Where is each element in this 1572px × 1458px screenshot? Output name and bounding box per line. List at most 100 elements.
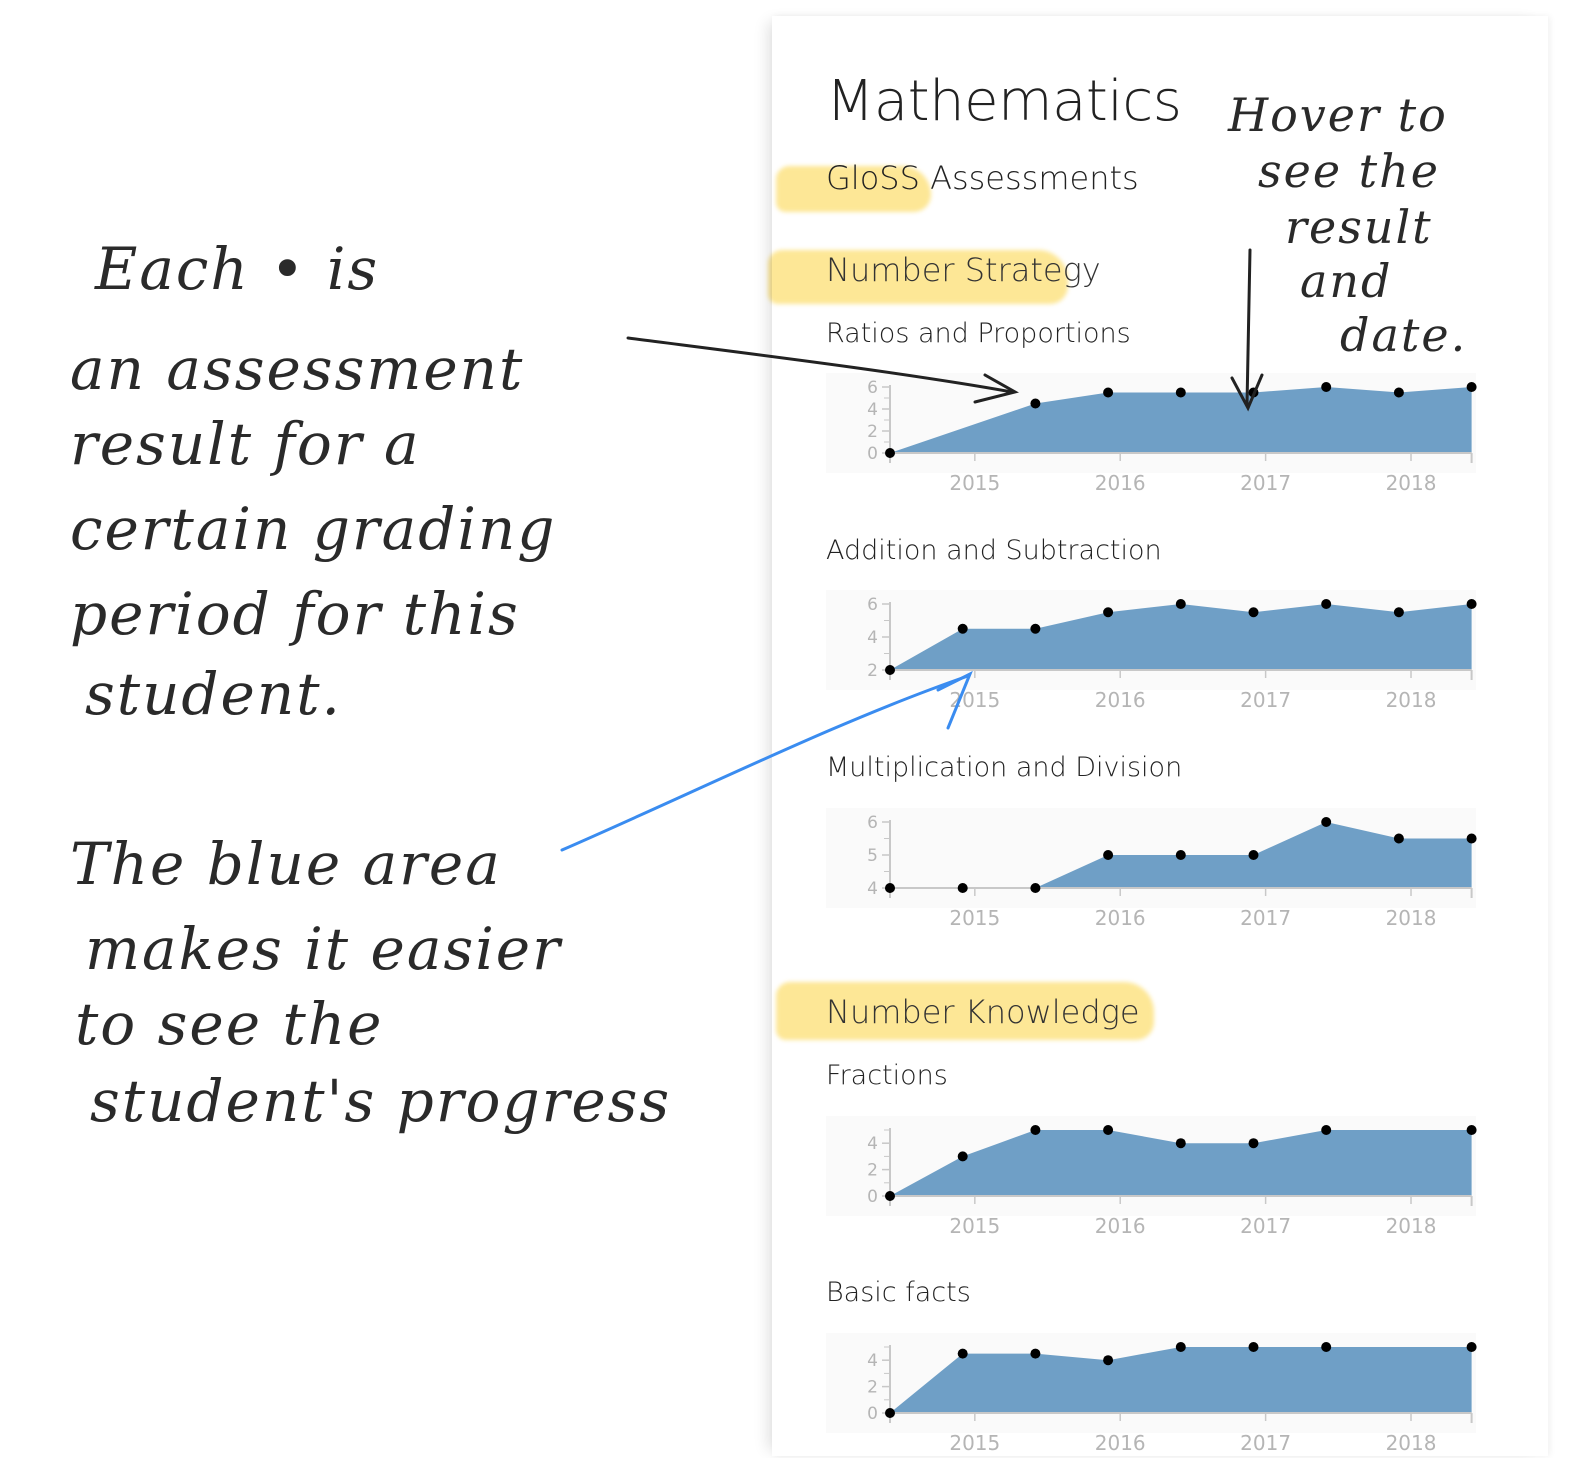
x-tick-label: 2015	[949, 906, 1000, 930]
y-tick-label: 2	[867, 422, 878, 442]
chart-addition: 2 4 6 2015 2016 2017 2018	[826, 590, 1477, 712]
annotation-line: period for this	[70, 580, 520, 648]
assessment-point[interactable]	[1466, 599, 1477, 609]
assessment-point[interactable]	[1103, 607, 1114, 618]
assessment-point[interactable]	[1393, 607, 1404, 618]
assessment-point[interactable]	[1175, 387, 1186, 398]
y-tick-label: 6	[867, 813, 878, 833]
chart-title-ratios: Ratios and Proportions	[826, 318, 1131, 349]
y-tick-label: 4	[867, 1134, 878, 1154]
y-tick-label: 4	[867, 1351, 878, 1371]
annotation-line: student.	[85, 660, 342, 728]
assessment-point[interactable]	[1030, 398, 1041, 409]
y-tick-label: 6	[867, 595, 878, 615]
assessment-point[interactable]	[885, 665, 895, 675]
assessment-point[interactable]	[1103, 1125, 1114, 1135]
y-tick-label: 4	[867, 400, 878, 420]
page-title: Mathematics	[826, 69, 1182, 134]
x-tick-label: 2017	[1240, 688, 1291, 712]
assessment-point[interactable]	[1030, 623, 1041, 634]
chart-title-fractions: Fractions	[826, 1060, 948, 1091]
assessment-point[interactable]	[1321, 1342, 1332, 1352]
assessment-point[interactable]	[1321, 382, 1332, 392]
chart-title-multiplication: Multiplication and Division	[826, 752, 1183, 783]
x-tick-label: 2015	[949, 471, 1000, 495]
highlight-number-knowledge	[776, 982, 1154, 1040]
y-tick-label: 4	[867, 628, 878, 648]
assessment-point[interactable]	[1248, 1138, 1259, 1149]
section-title-number-strategy: Number Strategy	[826, 251, 1101, 289]
assessment-point[interactable]	[1030, 1348, 1041, 1359]
assessment-point[interactable]	[1103, 387, 1114, 398]
assessment-point[interactable]	[885, 1191, 895, 1201]
assessment-point[interactable]	[957, 1151, 968, 1162]
assessment-point[interactable]	[885, 883, 895, 893]
assessment-point[interactable]	[1103, 1355, 1114, 1366]
area-fill	[890, 1347, 1472, 1413]
annotation-line: Each • is	[95, 235, 380, 303]
assessment-point[interactable]	[1321, 599, 1332, 609]
annotation-line: makes it easier	[85, 915, 562, 983]
assessment-point[interactable]	[1175, 599, 1186, 609]
assessment-point[interactable]	[885, 448, 895, 458]
assessment-point[interactable]	[1248, 1342, 1259, 1352]
annotation-line: certain grading	[70, 495, 557, 563]
x-tick-label: 2018	[1386, 471, 1437, 495]
x-tick-label: 2016	[1095, 688, 1146, 712]
assessment-point[interactable]	[1466, 833, 1477, 844]
chart-title-addition: Addition and Subtraction	[826, 535, 1162, 566]
assessment-point[interactable]	[1393, 387, 1404, 398]
annotation-line: result for a	[70, 410, 421, 478]
highlight-gloss	[776, 166, 931, 212]
assessment-point[interactable]	[1466, 382, 1477, 392]
x-tick-label: 2015	[949, 1431, 1000, 1455]
page-subtitle: GloSS Assessments	[826, 159, 1139, 197]
x-tick-label: 2017	[1240, 1431, 1291, 1455]
assessment-point[interactable]	[1248, 387, 1259, 398]
assessment-point[interactable]	[1393, 833, 1404, 844]
x-tick-label: 2015	[949, 1214, 1000, 1238]
y-tick-label: 2	[867, 1161, 878, 1181]
assessment-point[interactable]	[1321, 817, 1332, 827]
assessment-point[interactable]	[885, 1408, 895, 1418]
annotation-line: see the	[1258, 144, 1441, 198]
annotation-line: and	[1300, 254, 1393, 308]
assessment-point[interactable]	[1248, 850, 1259, 860]
assessment-point[interactable]	[1466, 1125, 1477, 1135]
highlight-number-strategy	[768, 250, 1068, 304]
assessment-point[interactable]	[1466, 1342, 1477, 1352]
y-tick-label: 6	[867, 378, 878, 398]
y-tick-label: 0	[867, 1404, 878, 1424]
annotation-line: date.	[1340, 308, 1468, 362]
chart-title-basic-facts: Basic facts	[826, 1277, 971, 1308]
assessment-point[interactable]	[957, 1348, 968, 1359]
x-tick-label: 2016	[1095, 1431, 1146, 1455]
chart-fractions: 0 2 4 2015 2016 2017 2018	[826, 1116, 1477, 1238]
annotation-line: The blue area	[70, 830, 502, 898]
assessment-point[interactable]	[1103, 850, 1114, 860]
assessment-point[interactable]	[1248, 607, 1259, 618]
y-tick-label: 0	[867, 1187, 878, 1207]
annotation-line: result	[1285, 200, 1433, 254]
assessment-point[interactable]	[957, 883, 968, 893]
x-tick-label: 2018	[1386, 1214, 1437, 1238]
x-tick-label: 2018	[1386, 688, 1437, 712]
assessment-point[interactable]	[957, 623, 968, 634]
x-tick-label: 2017	[1240, 1214, 1291, 1238]
assessment-point[interactable]	[1175, 1138, 1186, 1149]
x-tick-label: 2017	[1240, 906, 1291, 930]
annotation-line: student's progress	[90, 1067, 672, 1135]
assessment-point[interactable]	[1030, 1125, 1041, 1135]
assessment-point[interactable]	[1321, 1125, 1332, 1135]
assessment-point[interactable]	[1175, 850, 1186, 860]
annotation-line: Hover to	[1228, 88, 1448, 142]
x-tick-label: 2015	[949, 688, 1000, 712]
assessment-point[interactable]	[1175, 1342, 1186, 1352]
assessment-point[interactable]	[1030, 883, 1041, 893]
x-tick-label: 2017	[1240, 471, 1291, 495]
area-fill	[890, 1130, 1472, 1196]
y-tick-label: 2	[867, 1378, 878, 1398]
x-tick-label: 2018	[1386, 1431, 1437, 1455]
area-fill	[890, 604, 1472, 670]
